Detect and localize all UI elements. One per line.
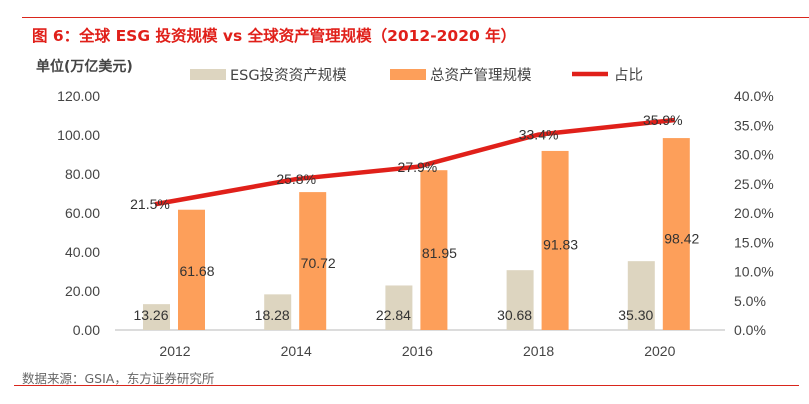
esg-bar-label: 35.30 <box>618 307 653 323</box>
y2-tick-label: 5.0% <box>734 293 766 309</box>
legend-label-total: 总资产管理规模 <box>430 67 532 84</box>
y-tick-label: 80.00 <box>65 166 100 182</box>
figure-title: 图 6：全球 ESG 投资规模 vs 全球资产管理规模（2012-2020 年） <box>32 27 517 45</box>
share-label: 25.8% <box>276 171 316 187</box>
esg-bar-label: 22.84 <box>376 307 411 323</box>
share-label: 35.9% <box>643 112 683 128</box>
share-label: 21.5% <box>130 196 170 212</box>
y2-tick-label: 35.0% <box>734 117 774 133</box>
total-bar <box>178 209 205 330</box>
y-tick-label: 100.00 <box>57 127 100 143</box>
x-tick-label: 2012 <box>159 343 190 359</box>
y2-tick-label: 15.0% <box>734 234 774 250</box>
x-tick-label: 2016 <box>402 343 433 359</box>
source-note: 数据来源：GSIA，东方证券研究所 <box>22 371 215 386</box>
y-tick-label: 0.00 <box>73 322 100 338</box>
total-bar <box>541 150 569 330</box>
esg-bar-label: 30.68 <box>497 307 532 323</box>
x-tick-label: 2018 <box>523 343 554 359</box>
share-label: 33.4% <box>519 127 559 143</box>
esg-bar-label: 13.26 <box>133 307 168 323</box>
bottom-rule <box>14 385 799 386</box>
total-bar <box>299 192 327 330</box>
total-bar-label: 91.83 <box>543 236 578 252</box>
esg-bar <box>264 294 292 330</box>
esg-bar <box>143 304 170 330</box>
legend-label-share: 占比 <box>614 67 643 84</box>
y2-tick-label: 0.0% <box>734 322 766 338</box>
y-axis-label: 单位(万亿美元) <box>36 59 133 75</box>
top-rule <box>22 17 809 18</box>
y-tick-label: 120.00 <box>57 88 100 104</box>
esg-bar <box>506 270 534 330</box>
y2-tick-label: 25.0% <box>734 176 774 192</box>
y-tick-label: 40.00 <box>65 244 100 260</box>
y-tick-label: 60.00 <box>65 205 100 221</box>
total-bar <box>662 138 690 330</box>
total-bar-label: 61.68 <box>179 263 214 279</box>
y2-tick-label: 20.0% <box>734 205 774 221</box>
total-bar-label: 81.95 <box>422 245 457 261</box>
y2-tick-label: 40.0% <box>734 88 774 104</box>
x-tick-label: 2020 <box>644 343 675 359</box>
esg-bar <box>627 261 655 330</box>
share-label: 27.9% <box>398 159 438 175</box>
esg-bar-label: 18.28 <box>255 307 290 323</box>
total-bar-label: 98.42 <box>664 231 699 247</box>
x-tick-label: 2014 <box>281 343 312 359</box>
y2-tick-label: 10.0% <box>734 264 774 280</box>
y2-tick-label: 30.0% <box>734 147 774 163</box>
y-tick-label: 20.00 <box>65 283 100 299</box>
legend-swatch-esg <box>190 69 226 80</box>
legend-label-esg: ESG投资资产规模 <box>230 67 347 84</box>
legend-swatch-total <box>390 69 426 80</box>
esg-bar <box>385 285 413 330</box>
share-line <box>154 117 676 207</box>
total-bar <box>420 170 448 330</box>
total-bar-label: 70.72 <box>301 255 336 271</box>
